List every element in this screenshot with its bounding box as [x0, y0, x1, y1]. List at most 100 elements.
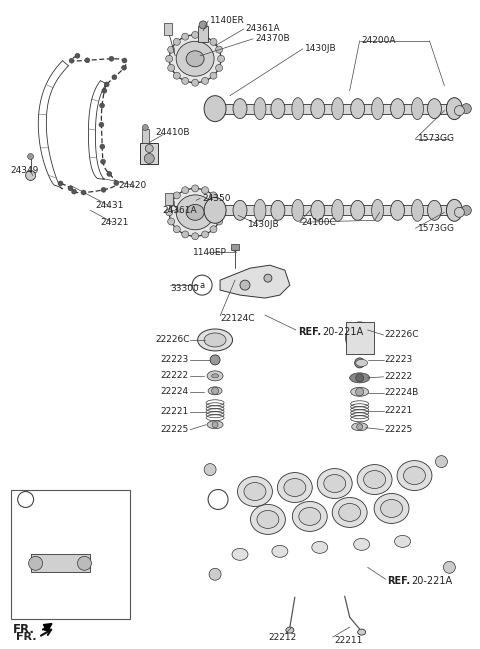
Ellipse shape — [351, 387, 369, 397]
Circle shape — [192, 79, 199, 86]
Circle shape — [173, 38, 180, 45]
Circle shape — [199, 21, 207, 29]
Bar — [31, 554, 90, 572]
Circle shape — [192, 233, 199, 239]
Ellipse shape — [311, 201, 325, 220]
Text: 22211: 22211 — [335, 635, 363, 644]
Text: 22224B: 22224B — [384, 388, 419, 397]
Circle shape — [25, 171, 36, 180]
Circle shape — [455, 106, 464, 116]
Ellipse shape — [374, 493, 409, 524]
Ellipse shape — [271, 201, 285, 220]
Bar — [164, 23, 172, 35]
Circle shape — [58, 181, 63, 186]
Text: 24355: 24355 — [56, 575, 83, 583]
Bar — [220, 205, 455, 215]
Circle shape — [182, 33, 189, 40]
Text: 22124C: 22124C — [220, 313, 254, 323]
Circle shape — [202, 231, 208, 238]
Circle shape — [173, 192, 180, 199]
Circle shape — [29, 556, 43, 570]
Text: 22222: 22222 — [384, 373, 413, 382]
Circle shape — [192, 185, 199, 192]
Circle shape — [461, 205, 471, 215]
Text: FR.: FR. — [12, 622, 35, 635]
Text: 24100C: 24100C — [302, 218, 336, 227]
Ellipse shape — [404, 467, 425, 485]
Circle shape — [217, 209, 225, 216]
Ellipse shape — [351, 99, 365, 119]
Ellipse shape — [212, 374, 218, 378]
Text: 1573GG: 1573GG — [418, 224, 455, 233]
Circle shape — [102, 88, 107, 93]
Circle shape — [210, 72, 217, 79]
Circle shape — [142, 125, 148, 130]
Ellipse shape — [204, 95, 226, 121]
Polygon shape — [195, 439, 464, 597]
Text: 24431: 24431 — [96, 201, 124, 210]
Circle shape — [182, 231, 189, 238]
Text: 22221: 22221 — [160, 407, 189, 416]
Circle shape — [216, 46, 223, 53]
Circle shape — [69, 58, 74, 63]
Text: a: a — [216, 495, 221, 504]
Ellipse shape — [411, 97, 423, 119]
Circle shape — [28, 154, 34, 160]
Ellipse shape — [352, 422, 368, 431]
Circle shape — [168, 64, 175, 71]
Text: 22223: 22223 — [160, 356, 189, 364]
Circle shape — [357, 424, 363, 430]
Ellipse shape — [208, 387, 222, 395]
Circle shape — [455, 207, 464, 217]
Text: 22212: 22212 — [268, 633, 296, 642]
Text: 20-221A: 20-221A — [322, 327, 363, 337]
Circle shape — [204, 463, 216, 476]
Circle shape — [356, 388, 364, 396]
Bar — [165, 193, 173, 205]
Ellipse shape — [207, 371, 223, 381]
Circle shape — [202, 77, 208, 84]
Circle shape — [145, 145, 153, 153]
Text: 1573GG: 1573GG — [418, 134, 455, 143]
Text: 24410B: 24410B — [155, 128, 190, 137]
Text: 22226C: 22226C — [384, 330, 419, 339]
Circle shape — [182, 187, 189, 193]
Ellipse shape — [277, 472, 312, 502]
Text: 24349: 24349 — [11, 166, 39, 175]
Circle shape — [173, 226, 180, 233]
Text: 1430JB: 1430JB — [305, 44, 336, 53]
Ellipse shape — [186, 204, 204, 220]
Circle shape — [216, 200, 223, 206]
Ellipse shape — [254, 97, 266, 119]
Text: 1140EJ: 1140EJ — [36, 527, 66, 536]
Bar — [140, 143, 158, 164]
Ellipse shape — [311, 99, 325, 119]
Circle shape — [100, 144, 105, 149]
Circle shape — [210, 226, 217, 233]
Ellipse shape — [324, 474, 346, 493]
Ellipse shape — [176, 195, 214, 230]
Circle shape — [72, 189, 76, 194]
Ellipse shape — [232, 548, 248, 560]
Text: 24200A: 24200A — [361, 36, 396, 45]
Text: a: a — [23, 495, 28, 504]
Ellipse shape — [204, 197, 226, 223]
Ellipse shape — [372, 199, 384, 221]
Ellipse shape — [299, 508, 321, 526]
Text: 22224: 22224 — [160, 387, 188, 397]
Circle shape — [104, 82, 109, 87]
Circle shape — [435, 456, 447, 467]
Ellipse shape — [284, 478, 306, 496]
Ellipse shape — [176, 42, 214, 76]
Ellipse shape — [317, 469, 352, 498]
Circle shape — [99, 103, 105, 108]
Ellipse shape — [251, 504, 286, 534]
Circle shape — [212, 387, 218, 395]
Ellipse shape — [391, 99, 405, 119]
Text: 24321: 24321 — [100, 218, 129, 227]
Circle shape — [212, 422, 218, 428]
Circle shape — [166, 209, 173, 216]
Circle shape — [210, 38, 217, 45]
Bar — [198, 26, 208, 42]
Circle shape — [100, 159, 106, 164]
